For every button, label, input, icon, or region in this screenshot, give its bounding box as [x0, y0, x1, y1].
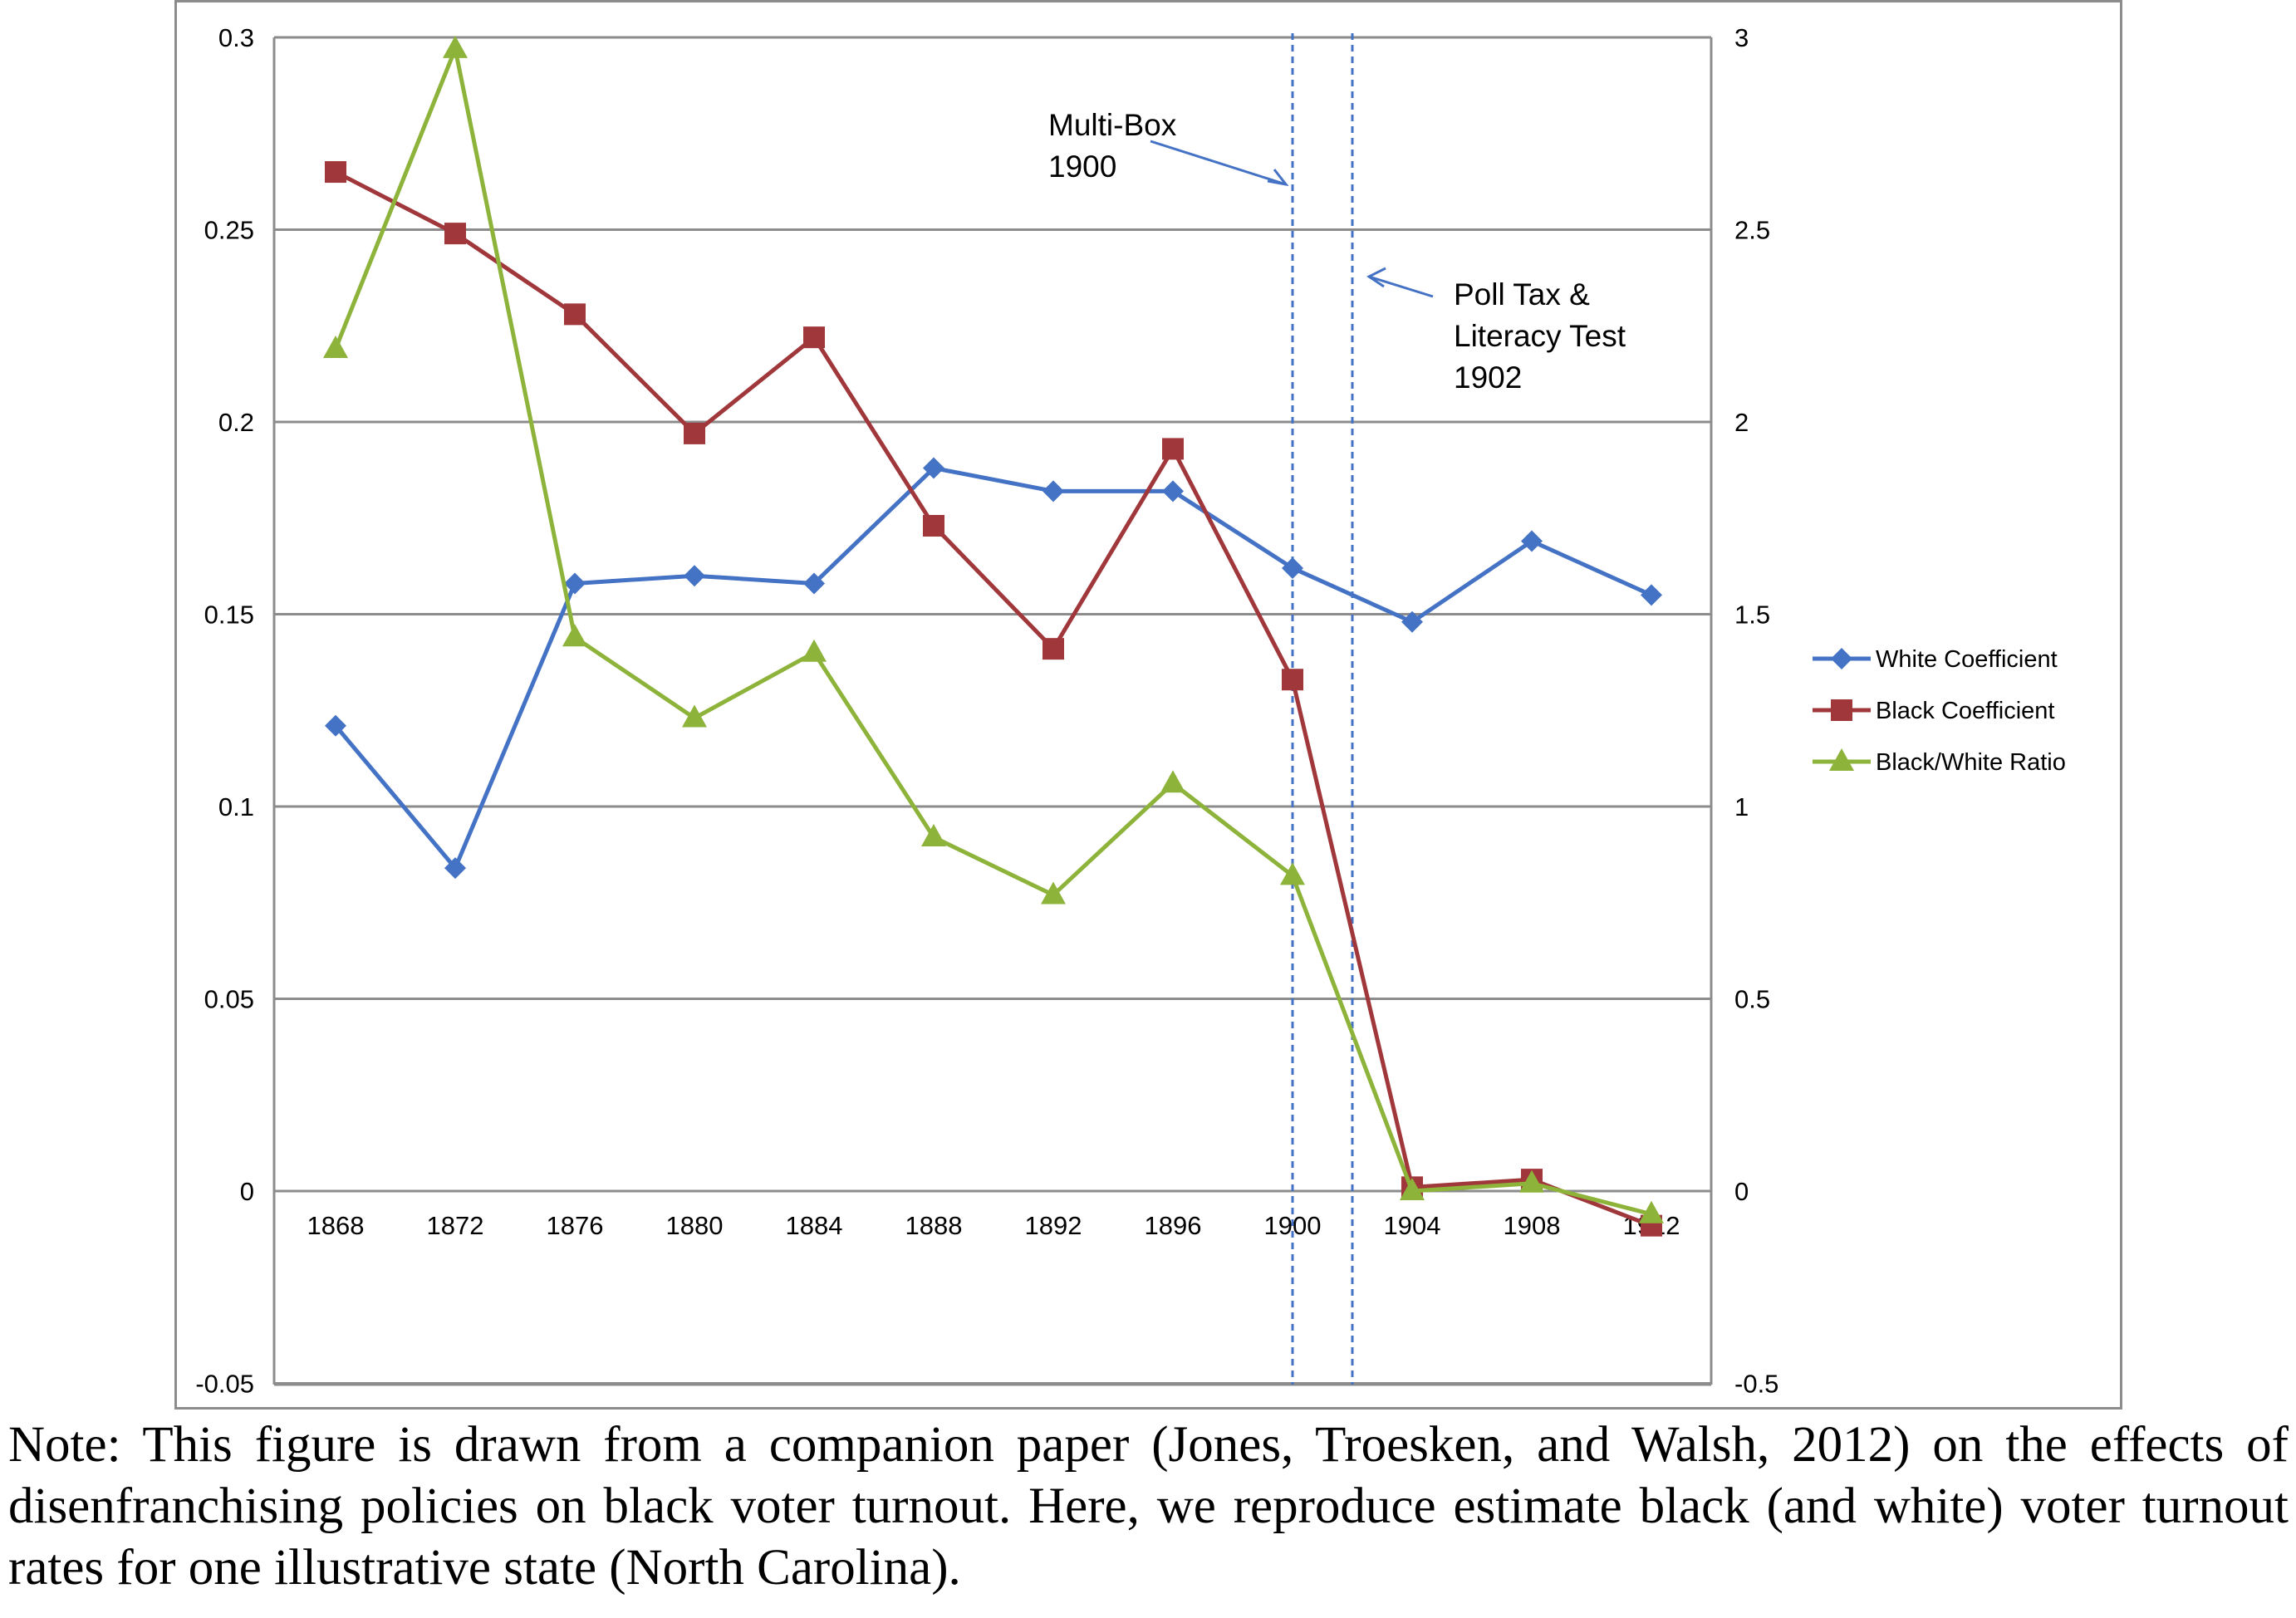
data-point	[1162, 480, 1184, 503]
data-point	[682, 704, 707, 728]
y-tick-label: 0.3	[218, 23, 254, 52]
data-point	[1639, 1200, 1664, 1223]
annotation-text: Multi-Box	[1048, 108, 1177, 142]
legend-marker	[1831, 648, 1852, 669]
legend-label: Black/White Ratio	[1876, 749, 2066, 776]
data-point	[1043, 638, 1064, 660]
y2-tick-label: 0	[1734, 1177, 1749, 1206]
y-tick-label: 0.1	[218, 792, 254, 821]
data-point	[1160, 770, 1185, 793]
y2-tick-label: 0.5	[1734, 985, 1770, 1014]
x-tick-label: 1908	[1504, 1211, 1561, 1240]
annotation-text: 1902	[1454, 360, 1522, 395]
data-point	[444, 223, 466, 245]
y2-tick-label: 2.5	[1734, 216, 1770, 245]
data-point	[1041, 881, 1066, 905]
line-chart: -0.05 0 0.05 0.1 0.15 0.2 0.25 0.3 -0.5 0 0.5 1 1.5 2…	[195, 23, 2066, 1399]
data-point	[1162, 438, 1184, 460]
data-point	[1521, 530, 1543, 552]
x-tick-label: 1896	[1145, 1211, 1202, 1240]
data-point	[1400, 1178, 1425, 1200]
data-point	[684, 422, 705, 444]
x-tick-label: 1872	[427, 1211, 484, 1240]
legend-label: White Coefficient	[1876, 646, 2058, 673]
annotation-arrow	[1150, 140, 1287, 186]
data-point	[564, 572, 586, 595]
data-point	[325, 161, 346, 184]
data-point	[1282, 669, 1303, 691]
annotation-text: Poll Tax &	[1454, 277, 1590, 311]
x-tick-label: 1888	[905, 1211, 963, 1240]
data-point	[923, 515, 944, 537]
y2-tick-label: -0.5	[1734, 1370, 1778, 1399]
y-tick-label: 0.05	[204, 985, 254, 1014]
data-point	[1641, 584, 1662, 606]
data-point	[562, 624, 587, 647]
y-tick-label: 0.2	[218, 408, 254, 437]
data-point	[923, 457, 944, 479]
annotation-arrow	[1368, 275, 1434, 298]
y2-tick-label: 1	[1734, 792, 1749, 821]
annotation-text: Literacy Test	[1454, 319, 1626, 353]
x-tick-label: 1892	[1025, 1211, 1082, 1240]
data-point	[323, 336, 348, 359]
x-tick-label: 1884	[786, 1211, 843, 1240]
chart-frame	[174, 0, 2122, 1410]
y-tick-label: -0.05	[195, 1370, 254, 1399]
y-tick-label: 0.25	[204, 216, 254, 245]
data-point	[1282, 556, 1303, 579]
annotation-arrowhead	[1366, 267, 1386, 288]
x-tick-label: 1880	[666, 1211, 724, 1240]
y2-tick-label: 2	[1734, 408, 1749, 437]
y-tick-label: 0	[240, 1177, 254, 1206]
data-point	[443, 35, 468, 58]
data-point	[921, 824, 946, 847]
data-point	[803, 326, 825, 349]
legend-marker	[1831, 699, 1852, 721]
figure-note: Note: This figure is drawn from a compan…	[8, 1417, 2289, 1596]
data-point	[325, 714, 346, 737]
data-point	[1280, 862, 1305, 885]
annotation-text: 1900	[1048, 150, 1116, 184]
legend-marker	[1829, 748, 1854, 771]
data-point	[1519, 1169, 1544, 1193]
annotation-arrowhead	[1267, 169, 1289, 187]
data-point	[684, 565, 705, 587]
series-line	[334, 466, 1653, 870]
legend-label: Black Coefficient	[1876, 698, 2054, 724]
data-point	[564, 303, 586, 326]
series-line	[334, 169, 1652, 1228]
data-point	[802, 639, 827, 662]
data-point	[803, 572, 825, 595]
data-point	[1401, 610, 1423, 633]
data-point	[444, 857, 466, 880]
x-tick-label: 1868	[307, 1211, 365, 1240]
y-tick-label: 0.15	[204, 601, 254, 630]
data-point	[1043, 480, 1064, 503]
series-line	[333, 47, 1652, 1217]
x-tick-label: 1876	[547, 1211, 604, 1240]
y2-tick-label: 1.5	[1734, 601, 1770, 630]
y2-tick-label: 3	[1734, 23, 1749, 52]
x-tick-label: 1904	[1384, 1211, 1441, 1240]
